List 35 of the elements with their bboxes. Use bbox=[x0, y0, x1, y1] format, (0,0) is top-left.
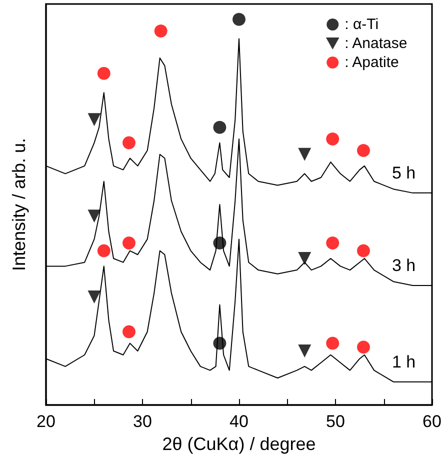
point bbox=[122, 236, 136, 250]
point bbox=[122, 325, 136, 338]
point bbox=[326, 132, 340, 146]
point bbox=[97, 244, 110, 258]
point bbox=[326, 336, 340, 350]
y-axis-title: Intensity / arb. u. bbox=[9, 138, 29, 272]
legend-label: : α-Ti bbox=[344, 16, 379, 33]
x-tick-label: 40 bbox=[230, 412, 248, 431]
point bbox=[88, 290, 101, 304]
series-label: 1 h bbox=[392, 352, 416, 372]
point bbox=[357, 244, 370, 258]
point bbox=[154, 24, 168, 38]
point bbox=[122, 136, 136, 150]
point bbox=[298, 252, 312, 265]
legend-label: : Anatase bbox=[344, 35, 408, 52]
x-tick-label: 30 bbox=[133, 412, 152, 431]
x-tick-label: 20 bbox=[36, 412, 56, 431]
point bbox=[298, 344, 312, 358]
x-axis-title: 2θ (CuKα) / degree bbox=[162, 434, 316, 454]
legend-label: : Apatite bbox=[344, 54, 399, 71]
point bbox=[97, 66, 110, 80]
series-label: 5 h bbox=[392, 163, 416, 182]
point bbox=[213, 336, 226, 350]
point bbox=[88, 210, 101, 223]
x-tick-label: 50 bbox=[326, 412, 345, 431]
series-label: 3 h bbox=[392, 256, 416, 275]
point bbox=[213, 236, 226, 250]
point bbox=[357, 144, 370, 158]
point bbox=[232, 12, 246, 26]
point bbox=[88, 113, 101, 126]
point bbox=[357, 340, 370, 354]
point bbox=[326, 236, 340, 250]
x-tick-label: 60 bbox=[422, 412, 442, 431]
point bbox=[213, 120, 226, 134]
point bbox=[298, 148, 312, 161]
